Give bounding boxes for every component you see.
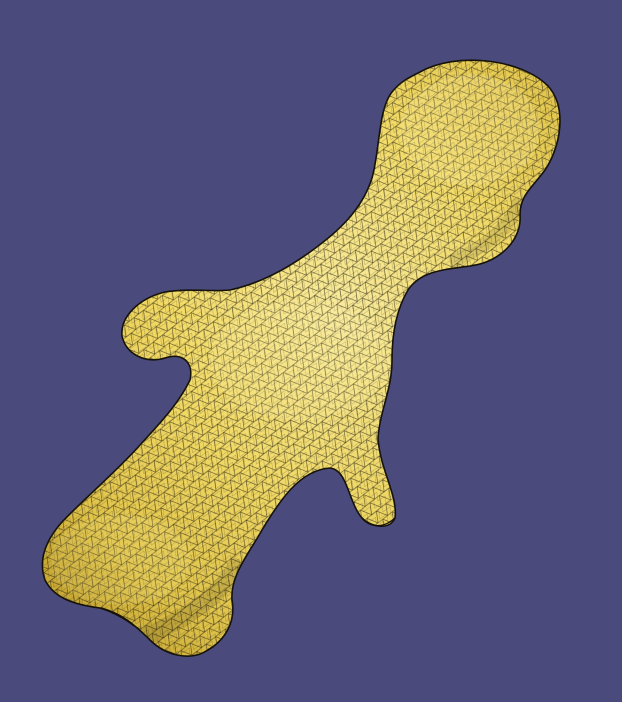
- mesh-render[interactable]: [0, 0, 622, 702]
- 3d-viewport[interactable]: [0, 0, 622, 702]
- bone-mesh[interactable]: [0, 0, 622, 702]
